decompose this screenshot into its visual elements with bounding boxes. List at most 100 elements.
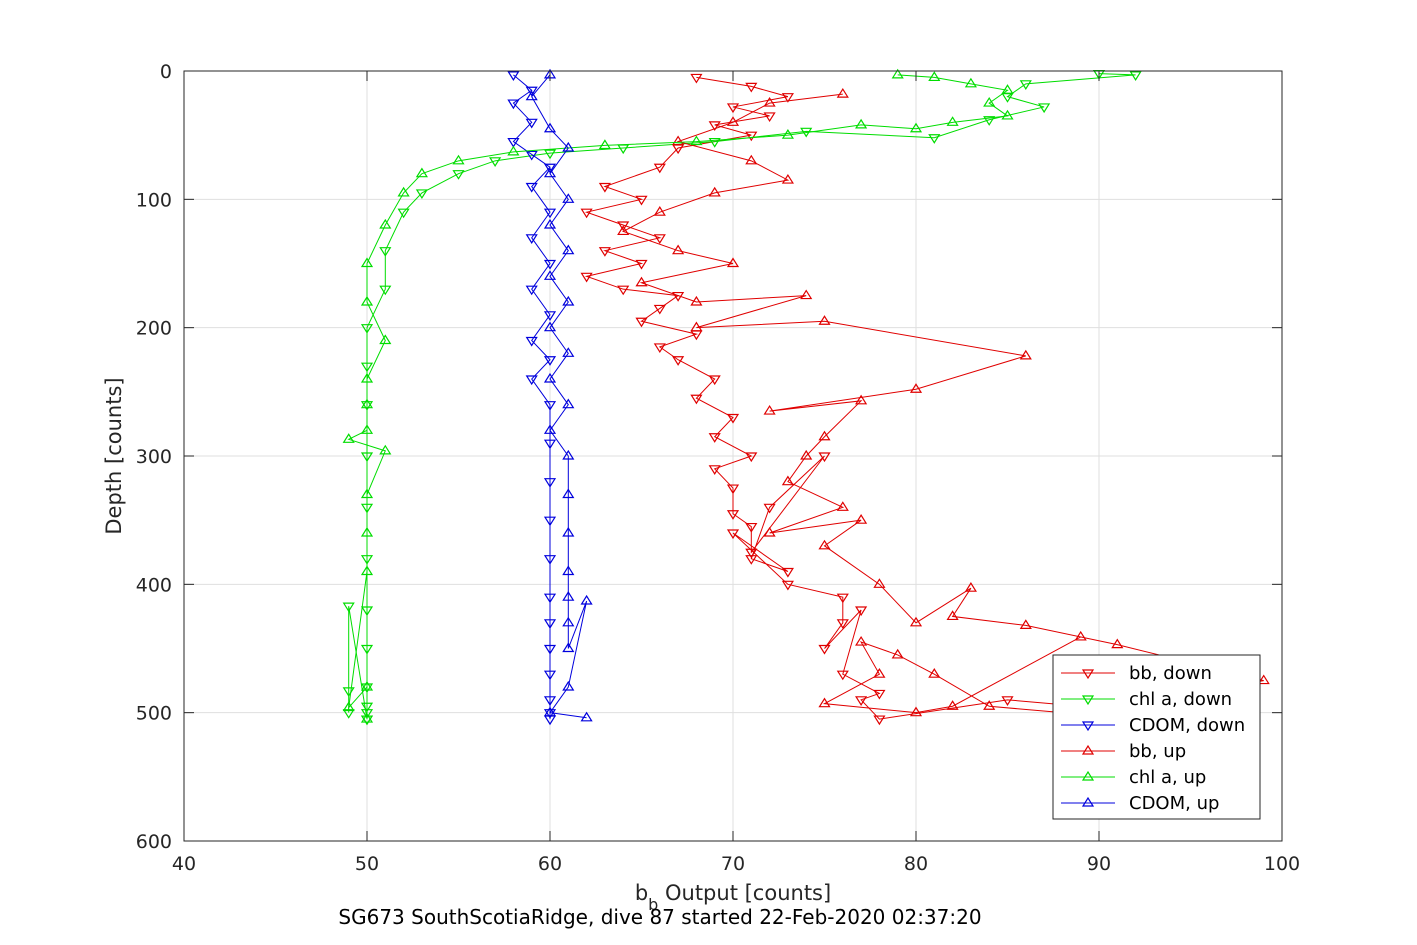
data-point bbox=[452, 154, 465, 165]
data-point bbox=[909, 706, 923, 717]
legend-box bbox=[1052, 654, 1261, 820]
data-point bbox=[342, 602, 355, 613]
legend-label: bb, up bbox=[1129, 741, 1186, 762]
x-tick-label: 80 bbox=[904, 853, 928, 875]
data-point bbox=[543, 372, 557, 383]
data-point bbox=[525, 375, 538, 386]
data-point bbox=[562, 488, 575, 499]
data-point bbox=[580, 208, 593, 219]
data-point bbox=[360, 452, 374, 463]
data-point bbox=[525, 90, 538, 101]
legend-marker bbox=[1081, 721, 1095, 732]
data-point bbox=[360, 644, 374, 655]
data-point bbox=[397, 208, 410, 219]
data-point bbox=[1257, 674, 1270, 685]
legend-marker bbox=[1081, 796, 1095, 807]
data-point bbox=[525, 118, 538, 129]
data-point bbox=[562, 347, 575, 357]
legend-label: chl a, up bbox=[1129, 767, 1206, 788]
data-point bbox=[708, 186, 721, 197]
series-line bbox=[347, 74, 1009, 720]
data-point bbox=[818, 644, 831, 655]
data-point bbox=[543, 478, 557, 488]
data-point bbox=[818, 697, 831, 708]
data-point bbox=[653, 234, 666, 244]
data-point bbox=[781, 93, 794, 103]
data-point bbox=[360, 683, 374, 694]
data-point bbox=[726, 529, 740, 540]
data-point bbox=[543, 356, 557, 366]
data-point bbox=[525, 285, 538, 296]
data-point bbox=[379, 334, 392, 345]
data-point bbox=[690, 394, 703, 405]
data-point bbox=[543, 424, 557, 434]
data-point bbox=[562, 193, 575, 203]
legend-marker bbox=[1081, 695, 1095, 706]
data-point bbox=[507, 137, 520, 148]
data-point bbox=[1038, 103, 1051, 114]
data-point bbox=[891, 648, 904, 659]
y-axis-label: Depth [counts] bbox=[102, 377, 126, 534]
x-axis-label-main: b bbox=[635, 881, 648, 905]
data-point bbox=[745, 82, 758, 93]
data-point bbox=[873, 668, 886, 678]
data-point bbox=[800, 289, 813, 300]
data-point bbox=[598, 247, 611, 257]
data-point bbox=[360, 526, 374, 537]
x-tick-label: 70 bbox=[721, 853, 745, 875]
data-point bbox=[580, 594, 593, 605]
data-point bbox=[1129, 71, 1142, 81]
data-point bbox=[983, 116, 996, 126]
data-point bbox=[873, 578, 886, 588]
data-point bbox=[928, 668, 941, 678]
data-point bbox=[397, 186, 410, 197]
data-point bbox=[342, 709, 355, 719]
data-point bbox=[360, 257, 374, 268]
x-tick-label: 60 bbox=[538, 853, 562, 875]
data-point bbox=[745, 452, 758, 463]
data-point bbox=[781, 475, 794, 486]
data-point bbox=[1111, 638, 1124, 649]
data-point bbox=[836, 87, 849, 98]
data-point bbox=[1019, 80, 1032, 90]
data-point bbox=[635, 276, 648, 287]
data-point bbox=[525, 86, 538, 97]
y-tick-label: 400 bbox=[136, 574, 172, 596]
data-point bbox=[672, 244, 685, 255]
data-point bbox=[379, 444, 392, 455]
data-point bbox=[598, 139, 611, 150]
data-point bbox=[562, 398, 575, 409]
data-point bbox=[672, 356, 685, 366]
data-point bbox=[342, 701, 355, 712]
data-point bbox=[800, 449, 813, 460]
y-tick-label: 500 bbox=[136, 703, 172, 725]
x-axis-label-subscript: b bbox=[648, 895, 658, 914]
data-point bbox=[360, 424, 374, 434]
series-0 bbox=[580, 73, 1087, 726]
data-point bbox=[562, 616, 575, 627]
data-point bbox=[543, 122, 557, 133]
y-tick-label: 300 bbox=[136, 446, 172, 468]
data-point bbox=[562, 449, 575, 460]
data-point bbox=[562, 295, 575, 306]
data-point bbox=[708, 121, 721, 132]
data-point bbox=[781, 173, 794, 184]
data-point bbox=[1074, 630, 1087, 641]
legend-marker bbox=[1081, 669, 1095, 680]
data-point bbox=[360, 362, 374, 373]
data-point bbox=[342, 433, 355, 443]
data-point bbox=[562, 526, 575, 537]
legend-marker bbox=[1081, 744, 1095, 755]
data-point bbox=[635, 317, 648, 328]
data-point bbox=[964, 77, 977, 88]
data-point bbox=[562, 680, 575, 691]
data-point bbox=[745, 522, 758, 533]
data-point bbox=[763, 404, 776, 415]
data-point bbox=[360, 712, 374, 723]
data-point bbox=[745, 131, 758, 142]
series-line bbox=[512, 74, 551, 720]
data-point bbox=[672, 135, 685, 146]
data-point bbox=[763, 112, 776, 123]
legend-label: chl a, down bbox=[1129, 689, 1232, 710]
data-point bbox=[360, 565, 374, 576]
